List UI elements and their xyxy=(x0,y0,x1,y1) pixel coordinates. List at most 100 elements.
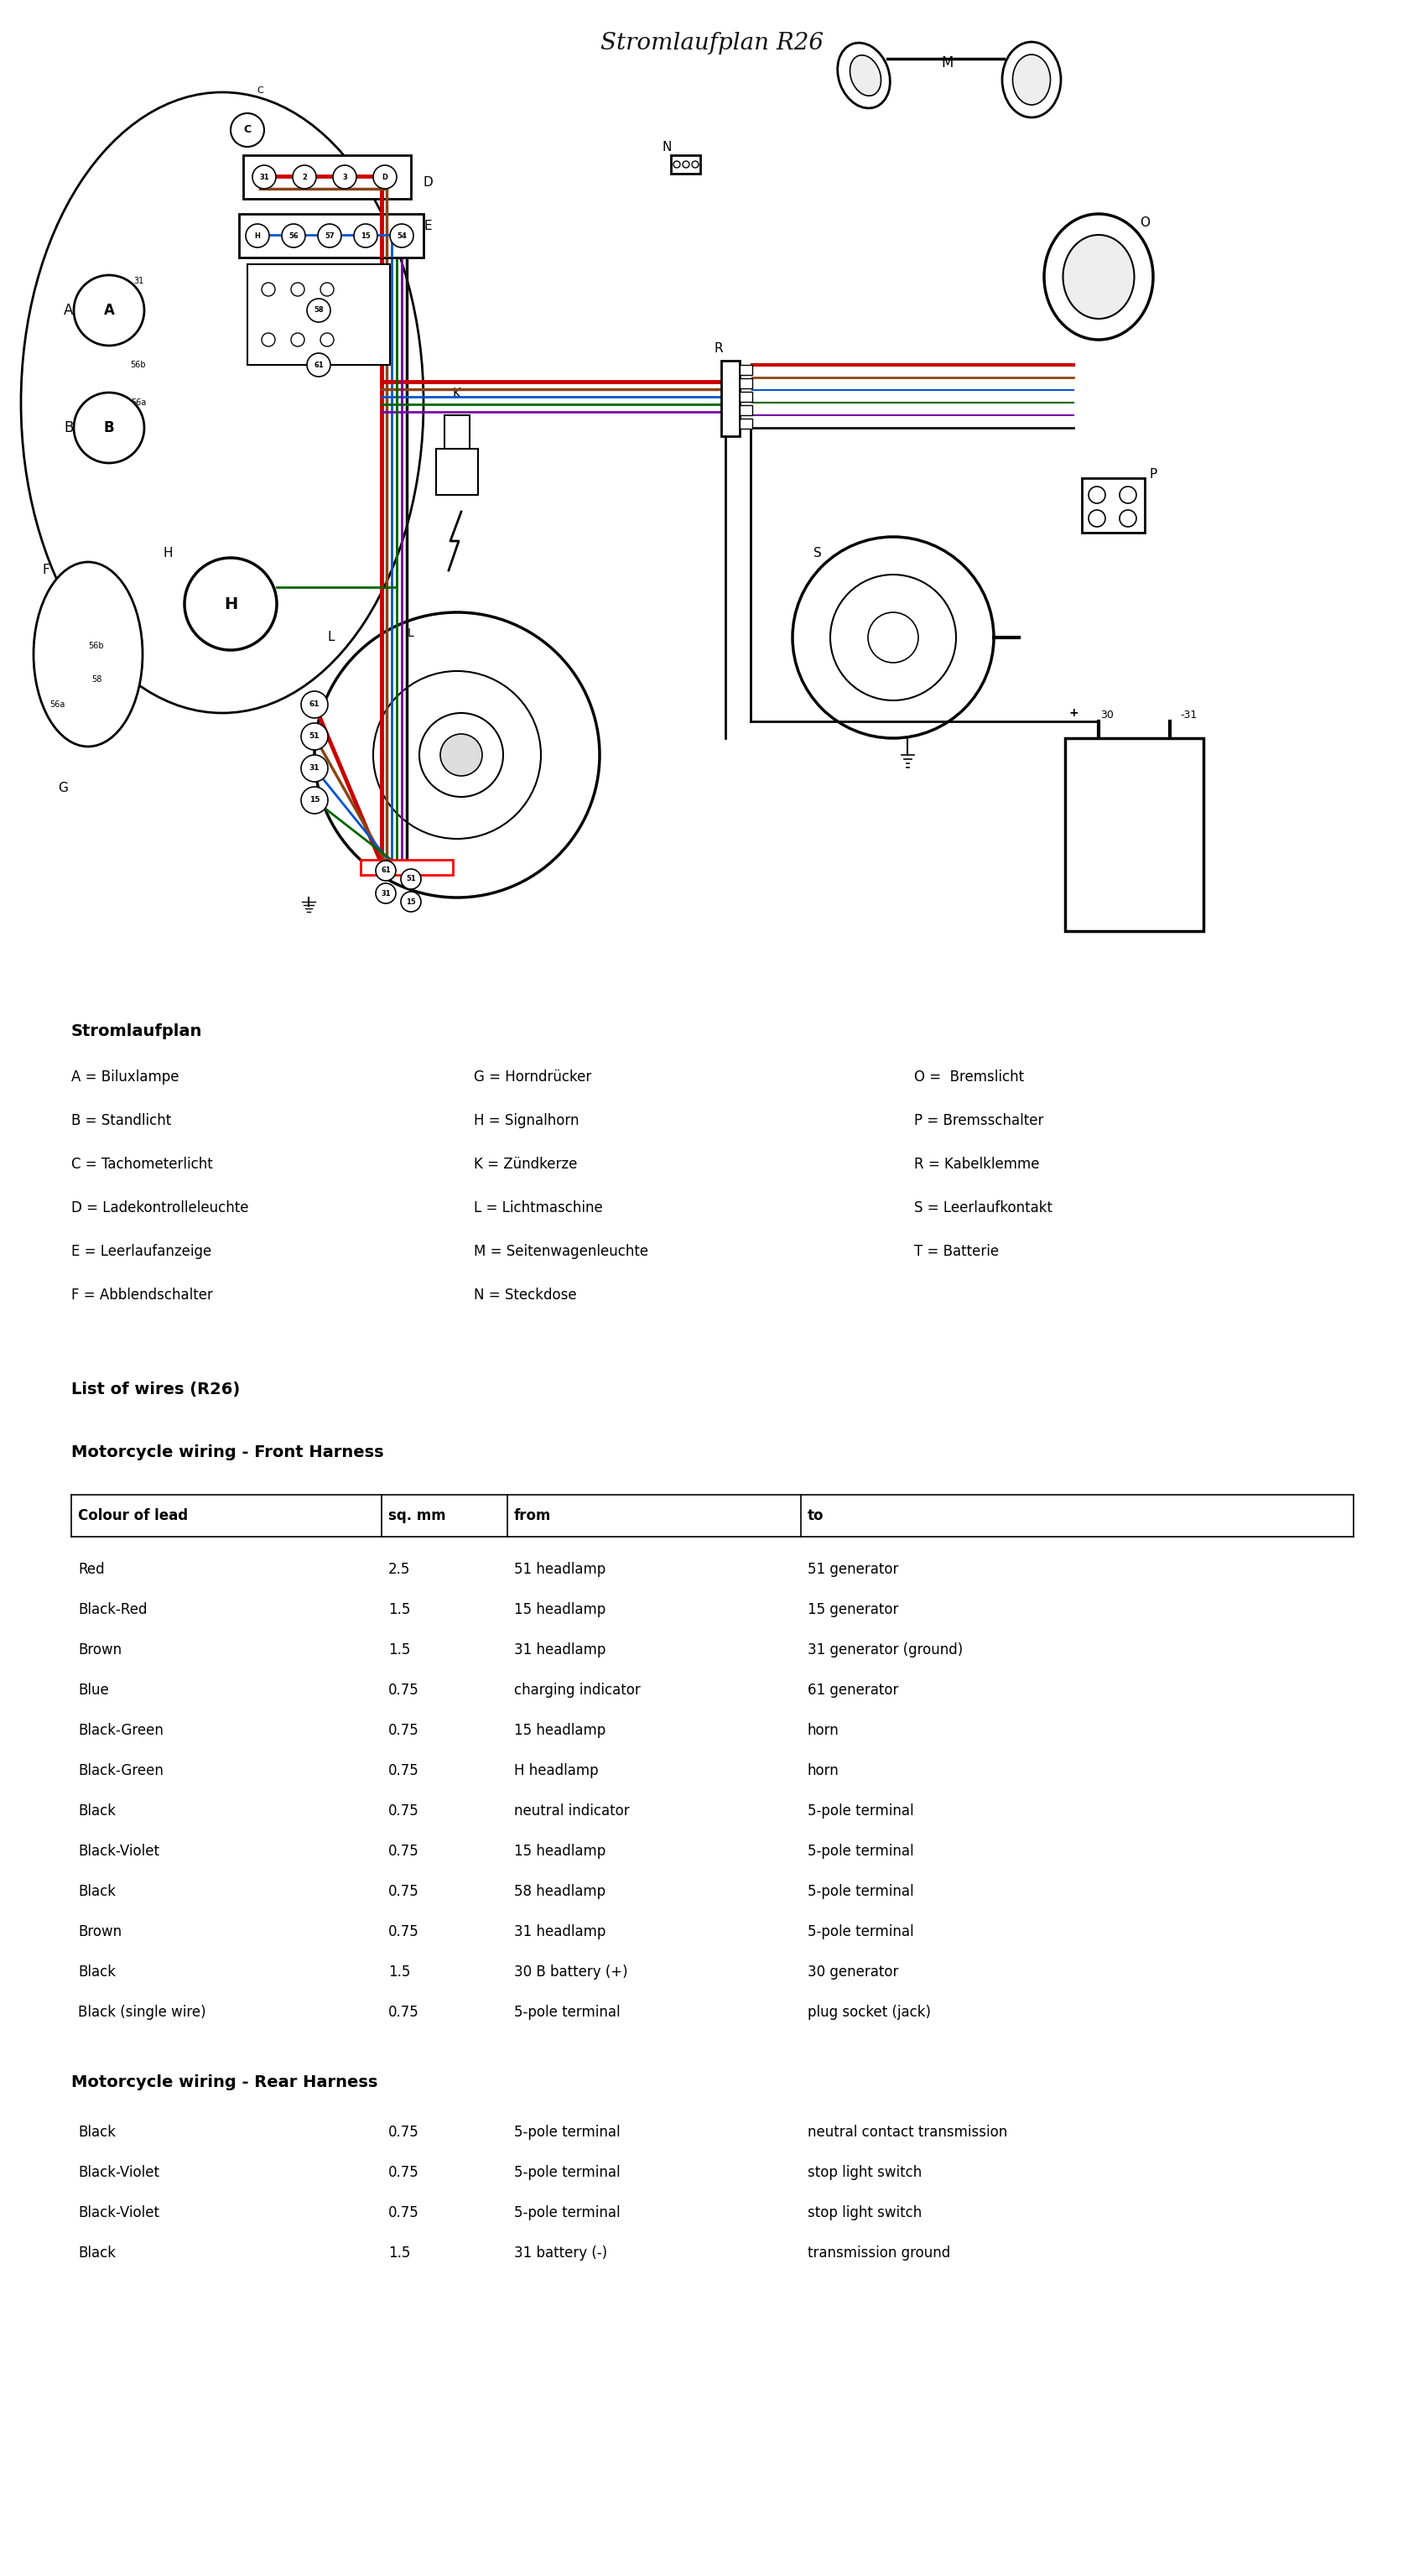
Text: Black: Black xyxy=(78,2246,115,2262)
Text: 0.75: 0.75 xyxy=(389,2004,419,2020)
Text: 15: 15 xyxy=(309,796,319,804)
Text: K: K xyxy=(453,389,461,399)
Text: 2.5: 2.5 xyxy=(389,1561,410,1577)
Text: 51: 51 xyxy=(309,732,319,739)
Text: Black-Violet: Black-Violet xyxy=(78,1844,159,1860)
Circle shape xyxy=(300,724,328,750)
Text: 31 headlamp: 31 headlamp xyxy=(514,1643,605,1656)
Circle shape xyxy=(262,283,275,296)
Text: 15 headlamp: 15 headlamp xyxy=(514,1844,605,1860)
Text: sq. mm: sq. mm xyxy=(389,1507,446,1522)
Text: 31: 31 xyxy=(259,173,269,180)
Circle shape xyxy=(306,353,330,376)
Text: 1.5: 1.5 xyxy=(389,1643,410,1656)
Bar xyxy=(444,415,470,448)
Text: 31 battery (-): 31 battery (-) xyxy=(514,2246,607,2262)
Text: S = Leerlaufkontakt: S = Leerlaufkontakt xyxy=(914,1200,1052,1216)
Text: 0.75: 0.75 xyxy=(389,1803,419,1819)
Text: horn: horn xyxy=(807,1762,839,1777)
Text: L: L xyxy=(328,631,335,644)
Circle shape xyxy=(74,276,144,345)
Text: 5-pole terminal: 5-pole terminal xyxy=(514,2004,619,2020)
Circle shape xyxy=(315,613,600,896)
Circle shape xyxy=(792,536,993,739)
Text: to: to xyxy=(807,1507,823,1522)
Text: 1.5: 1.5 xyxy=(389,1602,410,1618)
Text: Stromlaufplan: Stromlaufplan xyxy=(71,1023,202,1038)
Text: Motorcycle wiring - Front Harness: Motorcycle wiring - Front Harness xyxy=(71,1445,383,1461)
Circle shape xyxy=(320,332,333,345)
Bar xyxy=(244,155,410,198)
Text: S: S xyxy=(813,546,822,559)
Text: 51: 51 xyxy=(406,876,416,884)
Text: plug socket (jack): plug socket (jack) xyxy=(807,2004,930,2020)
Text: E = Leerlaufanzeige: E = Leerlaufanzeige xyxy=(71,1244,211,1260)
Text: Colour of lead: Colour of lead xyxy=(78,1507,188,1522)
Text: 15 headlamp: 15 headlamp xyxy=(514,1723,605,1739)
Text: 61: 61 xyxy=(309,701,319,708)
Bar xyxy=(436,448,477,495)
Text: C = Tachometerlicht: C = Tachometerlicht xyxy=(71,1157,212,1172)
Circle shape xyxy=(373,672,541,840)
Circle shape xyxy=(333,165,356,188)
Circle shape xyxy=(231,113,263,147)
Circle shape xyxy=(290,332,305,345)
Text: N: N xyxy=(662,142,671,152)
Text: 5-pole terminal: 5-pole terminal xyxy=(807,1883,913,1899)
Text: 3: 3 xyxy=(342,173,347,180)
Text: 57: 57 xyxy=(325,232,335,240)
Text: 30: 30 xyxy=(1099,708,1114,721)
Ellipse shape xyxy=(837,44,890,108)
Text: +: + xyxy=(1068,708,1078,719)
Text: 54: 54 xyxy=(396,232,406,240)
Text: B = Standlicht: B = Standlicht xyxy=(71,1113,171,1128)
Text: 0.75: 0.75 xyxy=(389,1924,419,1940)
Bar xyxy=(739,404,752,415)
Text: 61 generator: 61 generator xyxy=(807,1682,899,1698)
Text: List of wires (R26): List of wires (R26) xyxy=(71,1381,239,1396)
Text: P: P xyxy=(1149,469,1156,479)
Circle shape xyxy=(184,559,276,649)
Text: neutral indicator: neutral indicator xyxy=(514,1803,629,1819)
Text: B: B xyxy=(64,420,74,435)
Bar xyxy=(739,392,752,402)
Ellipse shape xyxy=(21,93,423,714)
Text: 58: 58 xyxy=(313,307,323,314)
Text: A: A xyxy=(104,304,114,317)
Text: R: R xyxy=(713,343,723,355)
Circle shape xyxy=(400,868,420,889)
Text: H = Signalhorn: H = Signalhorn xyxy=(474,1113,578,1128)
Text: B: B xyxy=(104,420,114,435)
Text: 0.75: 0.75 xyxy=(389,2205,419,2221)
Text: neutral contact transmission: neutral contact transmission xyxy=(807,2125,1007,2141)
Circle shape xyxy=(373,165,396,188)
Text: 56: 56 xyxy=(289,232,298,240)
Text: C: C xyxy=(256,88,263,95)
Circle shape xyxy=(262,332,275,345)
Text: Black-Green: Black-Green xyxy=(78,1723,164,1739)
Circle shape xyxy=(292,165,316,188)
Circle shape xyxy=(682,162,689,167)
Text: A: A xyxy=(64,304,74,317)
Circle shape xyxy=(300,786,328,814)
Text: 30 generator: 30 generator xyxy=(807,1965,899,1978)
Bar xyxy=(239,214,423,258)
Text: H: H xyxy=(255,232,261,240)
Ellipse shape xyxy=(1062,234,1134,319)
Text: O: O xyxy=(1139,216,1149,229)
Text: 31 generator (ground): 31 generator (ground) xyxy=(807,1643,963,1656)
Text: -31: -31 xyxy=(1180,708,1198,721)
Circle shape xyxy=(419,714,503,796)
Text: D: D xyxy=(382,173,387,180)
Ellipse shape xyxy=(1044,214,1152,340)
Circle shape xyxy=(1119,487,1136,502)
Text: 15 generator: 15 generator xyxy=(807,1602,899,1618)
Text: 5-pole terminal: 5-pole terminal xyxy=(514,2125,619,2141)
Ellipse shape xyxy=(1001,41,1061,118)
Text: F = Abblendschalter: F = Abblendschalter xyxy=(71,1288,212,1303)
Text: D: D xyxy=(423,178,433,188)
Circle shape xyxy=(74,392,144,464)
Circle shape xyxy=(1088,487,1105,502)
Circle shape xyxy=(320,283,333,296)
Circle shape xyxy=(830,574,956,701)
